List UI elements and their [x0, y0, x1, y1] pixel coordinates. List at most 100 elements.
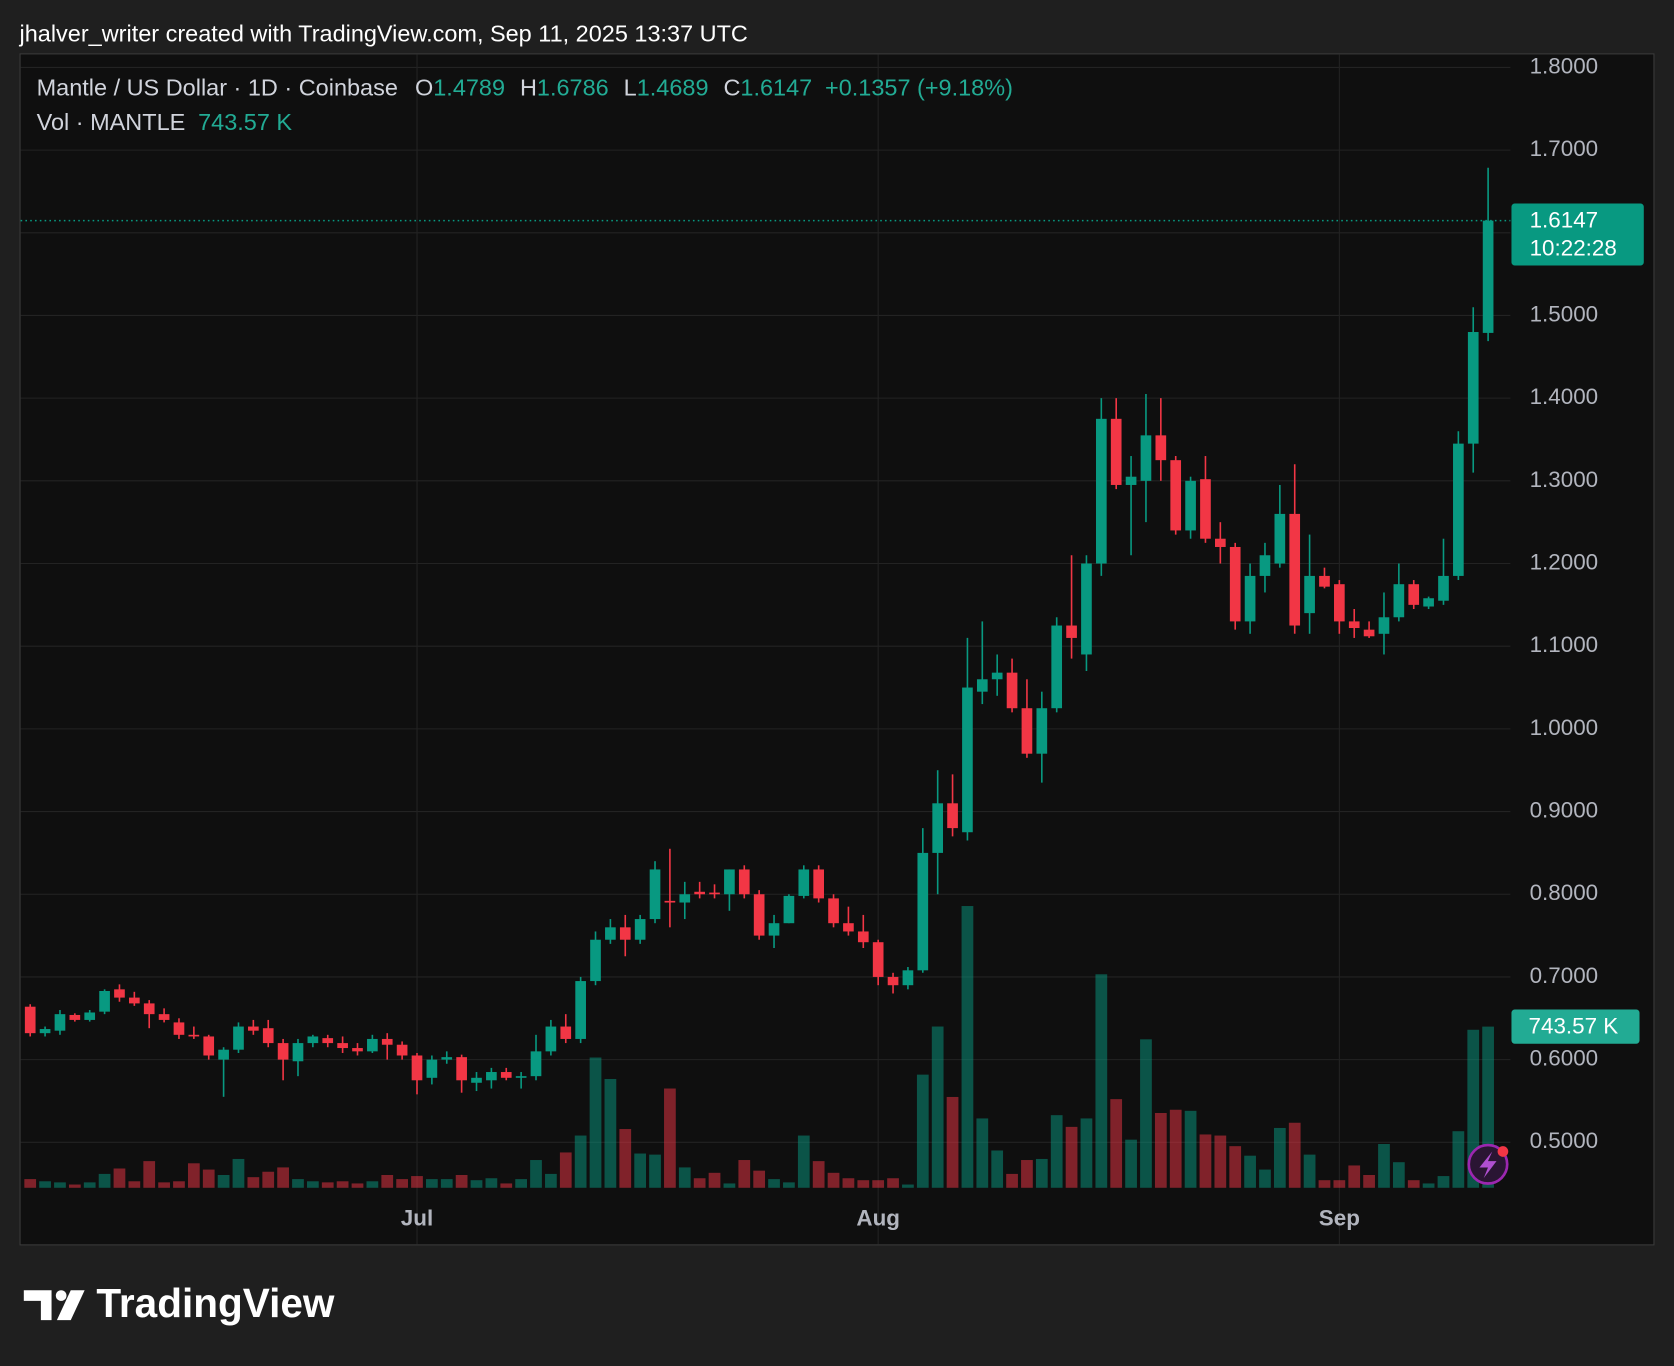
logo: TradingView: [23, 1280, 335, 1326]
candle-body: [783, 895, 795, 924]
y-tick-label: 0.5000: [1530, 1128, 1599, 1153]
candle-body: [1482, 220, 1494, 333]
volume-bar: [1273, 1127, 1286, 1188]
volume-bar: [1244, 1155, 1256, 1188]
volume-bar: [678, 1167, 691, 1188]
volume-bar: [277, 1167, 289, 1188]
volume-bar: [902, 1184, 914, 1188]
volume-bar: [232, 1158, 245, 1188]
candle-body: [560, 1026, 572, 1039]
volume-bar: [1467, 1029, 1480, 1188]
candle-body: [1348, 621, 1360, 629]
candle-body: [262, 1028, 274, 1044]
volume-bar: [530, 1160, 542, 1188]
candle-body: [500, 1072, 512, 1078]
legend-line: Mantle / US Dollar · 1D · Coinbase O1.478…: [37, 75, 1013, 101]
candle-body: [1259, 555, 1271, 576]
volume-bar: [857, 1180, 870, 1188]
candle-body: [1408, 584, 1420, 605]
volume-bar: [1363, 1174, 1375, 1188]
volume-bar: [634, 1153, 647, 1188]
volume-bar: [1199, 1134, 1212, 1188]
volume-bar: [455, 1174, 468, 1188]
candle-body: [724, 869, 735, 895]
volume-bar: [351, 1183, 364, 1188]
volume-bar: [693, 1178, 706, 1188]
candle-body: [962, 687, 973, 833]
volume-bar: [946, 1096, 959, 1188]
volume-bar: [649, 1154, 661, 1188]
symbol-title: Mantle / US Dollar · 1D · Coinbase: [37, 75, 398, 101]
y-tick-label: 1.7000: [1530, 136, 1599, 161]
volume-bar: [396, 1179, 408, 1188]
volume-bar: [426, 1179, 438, 1188]
volume-value: 743.57 K: [198, 109, 292, 135]
volume-bar: [797, 1135, 810, 1188]
y-tick-label: 1.0000: [1530, 715, 1599, 740]
volume-bar: [247, 1177, 260, 1188]
candle-body: [664, 900, 676, 903]
candle-body: [352, 1048, 363, 1052]
logo-mark-dot: [55, 1290, 67, 1301]
volume-bar: [1422, 1183, 1435, 1188]
candle-body: [381, 1038, 393, 1045]
candle-body: [1289, 513, 1301, 626]
volume-bar: [812, 1161, 825, 1188]
volume-bar: [827, 1172, 840, 1188]
candle-body: [1095, 418, 1107, 564]
ohlc-label: H: [520, 75, 537, 101]
y-tick-label: 0.7000: [1530, 963, 1599, 988]
candle-body: [1334, 584, 1345, 622]
candle-body: [337, 1043, 348, 1049]
icon-bolt: [1479, 1151, 1497, 1179]
volume-bar: [1154, 1113, 1167, 1188]
y-tick-label: 1.4000: [1530, 384, 1599, 409]
candle-body: [1110, 418, 1122, 485]
ohlc-label: C: [723, 75, 740, 101]
candle-body: [1021, 708, 1033, 754]
volume-bar: [887, 1178, 899, 1188]
candle-body: [753, 894, 765, 936]
y-tick-label: 1.3000: [1530, 467, 1599, 492]
candle-body: [24, 1006, 36, 1034]
candle-body: [1214, 538, 1226, 547]
volume-bar: [202, 1169, 215, 1188]
volume-bar: [1482, 1026, 1494, 1188]
candle-body: [1319, 575, 1330, 587]
candle-body: [1066, 625, 1077, 638]
candle-body: [991, 672, 1003, 680]
volume-bar: [1006, 1173, 1018, 1188]
icon-dot: [1497, 1146, 1509, 1157]
candle-body: [515, 1076, 527, 1078]
candle-body: [1155, 435, 1167, 461]
volume-tag: [1511, 1009, 1640, 1044]
candle-body: [1393, 584, 1405, 618]
volume-bar: [1140, 1039, 1152, 1188]
volume-bar: [143, 1161, 156, 1188]
ohlc-value: 1.6786: [537, 75, 609, 101]
volume-bar: [173, 1181, 185, 1188]
volume-bar: [485, 1178, 498, 1188]
candle-body: [709, 892, 720, 895]
volume-bar: [589, 1057, 602, 1188]
price-tag-countdown: 10:22:28: [1530, 235, 1617, 260]
volume-bar: [1407, 1180, 1420, 1188]
volume-bar: [545, 1173, 557, 1188]
candle-body: [471, 1077, 482, 1083]
ohlc-value: 1.6147: [740, 75, 812, 101]
candle-body: [575, 981, 586, 1039]
candle-body: [277, 1043, 289, 1060]
legend-line: Vol · MANTLE 743.57 K: [37, 109, 293, 135]
candle-body: [590, 939, 601, 982]
candle-body: [54, 1014, 66, 1031]
volume-bar: [24, 1179, 37, 1188]
volume-bar: [321, 1182, 334, 1188]
candle-body: [143, 1003, 155, 1015]
volume-bar: [664, 1088, 676, 1188]
volume-bar: [1303, 1154, 1316, 1188]
candle-body: [1125, 476, 1137, 485]
volume-bar: [113, 1168, 126, 1188]
volume-bar: [128, 1181, 141, 1188]
volume-bar: [217, 1174, 230, 1188]
volume-bar: [931, 1026, 944, 1188]
